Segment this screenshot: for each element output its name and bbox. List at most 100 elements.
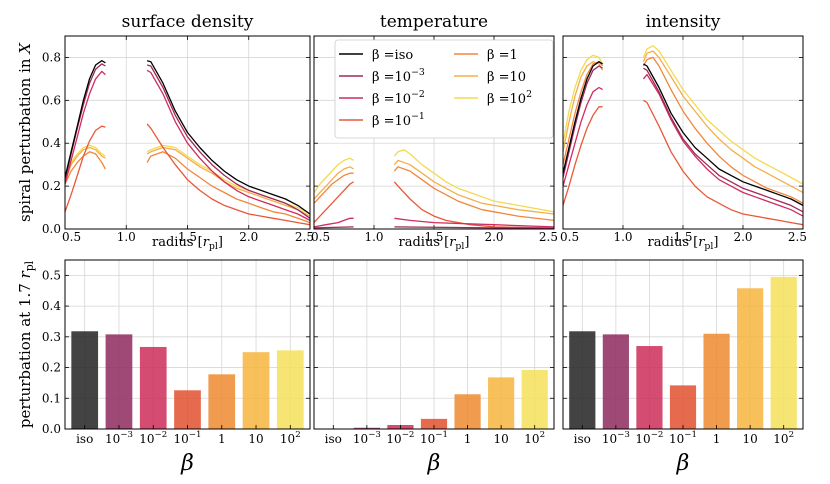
- x-tick-label: 102: [524, 430, 545, 446]
- bar-10: [242, 352, 270, 429]
- y-tick-label: 0.8: [42, 50, 61, 64]
- x-tick-label: 0.5: [560, 230, 579, 244]
- series-line-iso-inner: [563, 61, 603, 174]
- series-line-1-outer: [393, 166, 554, 222]
- x-tick-label: 1: [713, 432, 721, 446]
- y-tick-label: 0.2: [42, 361, 61, 375]
- series-line-10^-3-outer: [146, 64, 310, 219]
- bar-1: [208, 374, 236, 429]
- y-tick-label: 0.4: [42, 136, 61, 150]
- legend-label: β =iso: [372, 48, 413, 63]
- bar-1: [703, 333, 730, 429]
- x-tick-label: 1: [464, 432, 472, 446]
- y-axis-label: spiral perturbation in X: [16, 42, 34, 222]
- series-line-1-inner: [314, 172, 354, 204]
- series-line-10^-3-outer: [394, 226, 554, 229]
- x-tick-label: 2.5: [539, 230, 558, 244]
- x-tick-label: 1: [218, 432, 226, 446]
- series-line-10^-3-inner: [563, 65, 603, 178]
- x-tick-label: 2.0: [733, 230, 752, 244]
- bar-iso: [71, 331, 99, 429]
- y-tick-label: 0.0: [42, 422, 61, 436]
- series-line-10-inner: [563, 61, 604, 152]
- x-axis-label: radius [rpl]: [399, 235, 470, 252]
- axes-frame: [313, 35, 555, 230]
- axes-frame: [562, 35, 804, 230]
- x-tick-label: 102: [773, 430, 794, 446]
- legend-label: β =10−2: [372, 89, 425, 107]
- series-line-10^-3-inner: [314, 226, 354, 229]
- x-tick-label: 1.0: [117, 230, 136, 244]
- series-line-1-inner: [65, 151, 106, 185]
- panel-top-middle: 0.5 1.0 1.5 2.0 2.5 temperature radius [rpl]: [311, 12, 558, 252]
- series-line-1-outer: [642, 56, 803, 204]
- y-tick-label: 0.0: [42, 222, 61, 236]
- series-line-10^2-outer: [393, 149, 554, 213]
- series-line-10^-1-inner: [65, 125, 106, 213]
- series-group: [563, 45, 803, 226]
- x-tick-label: 1.5: [424, 230, 443, 244]
- series-line-10^2-inner: [314, 157, 354, 193]
- y-tick-label: 0.1: [42, 391, 61, 405]
- panel-title: temperature: [380, 12, 488, 32]
- bar-10^2: [276, 350, 304, 429]
- series-line-10-outer: [642, 50, 803, 194]
- panel-bottom-right: iso 10−3 10−2 10−1 1 10 102 β: [562, 259, 804, 476]
- x-tick-label: 10−1: [669, 430, 697, 446]
- panel-bottom-left: 0.0 0.1 0.2 0.3 0.4 0.5 iso 10−3 10−2 10−1 1 10 102 β…: [16, 259, 311, 476]
- series-line-10^-2-inner: [314, 217, 354, 228]
- x-tick-label: 10: [248, 432, 263, 446]
- y-tick-label: 0.4: [42, 299, 61, 313]
- series-line-10^-2-outer: [146, 69, 310, 221]
- legend-label: β =10−3: [372, 67, 425, 85]
- bar-10: [737, 288, 764, 429]
- x-tick-label: 102: [280, 430, 301, 446]
- legend-label: β =102: [487, 89, 532, 107]
- bar-10^2: [770, 276, 797, 429]
- x-tick-label: iso: [574, 432, 591, 446]
- panel-top-left: 0.0 0.2 0.4 0.6 0.8 0.5 1.0 1.5 2.0 2.5 surface de…: [16, 12, 314, 252]
- x-tick-label: 10−3: [105, 430, 133, 446]
- bar-10^-2: [636, 346, 663, 429]
- series-line-10-inner: [314, 166, 354, 200]
- x-axis-label: radius [rpl]: [152, 235, 223, 252]
- series-group: [65, 60, 310, 226]
- series-group: [314, 149, 554, 229]
- x-axis-label: β: [676, 451, 690, 476]
- x-tick-label: 2.5: [788, 230, 807, 244]
- series-line-10^-2-outer: [394, 217, 554, 228]
- bar-10: [488, 377, 515, 429]
- y-tick-label: 0.6: [42, 93, 61, 107]
- series-line-10^-1-outer: [146, 123, 310, 226]
- bar-10^-1: [420, 418, 448, 429]
- legend-label: β =10: [487, 70, 526, 85]
- x-tick-label: 10: [742, 432, 757, 446]
- x-tick-label: 10−1: [174, 430, 202, 446]
- bar-10^2: [521, 370, 548, 429]
- x-tick-label: 0.5: [311, 230, 330, 244]
- x-tick-label: 10−3: [353, 430, 381, 446]
- x-tick-label: 10−1: [420, 430, 448, 446]
- axes-frame: [313, 259, 555, 430]
- x-tick-label: 1.5: [673, 230, 692, 244]
- axes-frame: [64, 259, 311, 430]
- series-line-10^-2-outer: [642, 73, 803, 217]
- series-line-10^-1-inner: [314, 181, 354, 224]
- series-line-10^-1-outer: [643, 99, 803, 226]
- series-line-10^2-outer: [642, 45, 803, 185]
- x-tick-label: 0.5: [62, 230, 81, 244]
- bar-10^-3: [105, 334, 133, 429]
- series-line-iso-outer: [643, 63, 803, 206]
- series-line-10^2-inner: [563, 54, 604, 144]
- axes-frame: [562, 259, 804, 430]
- x-tick-label: 1.0: [613, 230, 632, 244]
- x-tick-label: 10−2: [635, 430, 663, 446]
- x-tick-label: 2.0: [239, 230, 258, 244]
- x-tick-label: 1.0: [364, 230, 383, 244]
- x-tick-label: 2.5: [295, 230, 314, 244]
- legend-label: β =1: [487, 48, 518, 63]
- legend: β =iso β =10−3 β =10−2 β =10−1 β =1 β =10 β =1…: [334, 39, 554, 139]
- axes-frame: [64, 35, 311, 230]
- panel-bottom-middle: iso 10−3 10−2 10−1 1 10 102 β: [313, 259, 555, 476]
- x-tick-label: 10−2: [139, 430, 167, 446]
